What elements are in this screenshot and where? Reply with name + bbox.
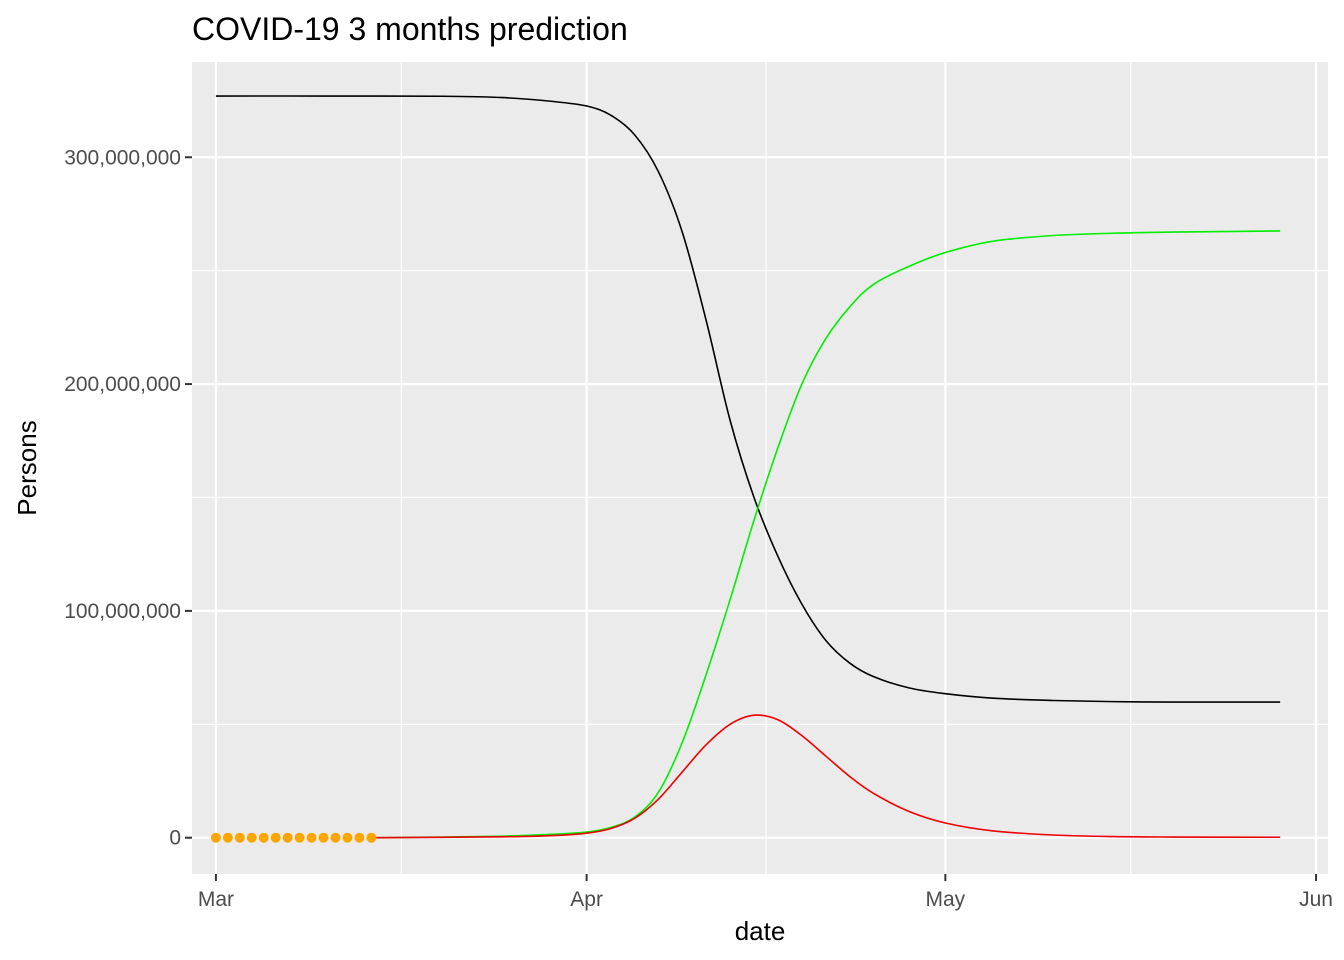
y-axis-title: Persons xyxy=(12,420,42,515)
observed-point xyxy=(270,832,281,843)
y-tick-label: 200,000,000 xyxy=(64,373,181,396)
observed-point xyxy=(258,832,269,843)
observed-points xyxy=(210,832,377,843)
observed-point xyxy=(210,832,221,843)
observed-point xyxy=(246,832,257,843)
x-tick-label: May xyxy=(926,888,966,911)
y-axis: 0 100,000,000 200,000,000 300,000,000 xyxy=(64,146,192,850)
grid-minor xyxy=(192,62,1328,874)
observed-point xyxy=(222,832,233,843)
series-layer xyxy=(215,95,1281,839)
observed-point xyxy=(318,832,329,843)
observed-point xyxy=(342,832,353,843)
series-line-green xyxy=(371,230,1281,839)
observed-point xyxy=(366,832,377,843)
y-tick-label: 300,000,000 xyxy=(64,146,181,169)
x-axis: Mar Apr May Jun xyxy=(198,874,1333,911)
x-tick-label: Mar xyxy=(198,888,234,911)
series-line-black xyxy=(215,95,1281,703)
observed-point xyxy=(306,832,317,843)
series-line-red xyxy=(371,714,1281,839)
plot-panel xyxy=(192,62,1328,874)
x-axis-title: date xyxy=(735,916,786,946)
observed-point xyxy=(282,832,293,843)
chart-title: COVID-19 3 months prediction xyxy=(192,11,628,47)
x-tick-label: Jun xyxy=(1299,888,1333,911)
observed-point xyxy=(234,832,245,843)
observed-point xyxy=(294,832,305,843)
y-tick-label: 0 xyxy=(169,827,181,850)
y-tick-label: 100,000,000 xyxy=(64,600,181,623)
observed-point xyxy=(330,832,341,843)
observed-point xyxy=(354,832,365,843)
x-tick-label: Apr xyxy=(570,888,603,911)
